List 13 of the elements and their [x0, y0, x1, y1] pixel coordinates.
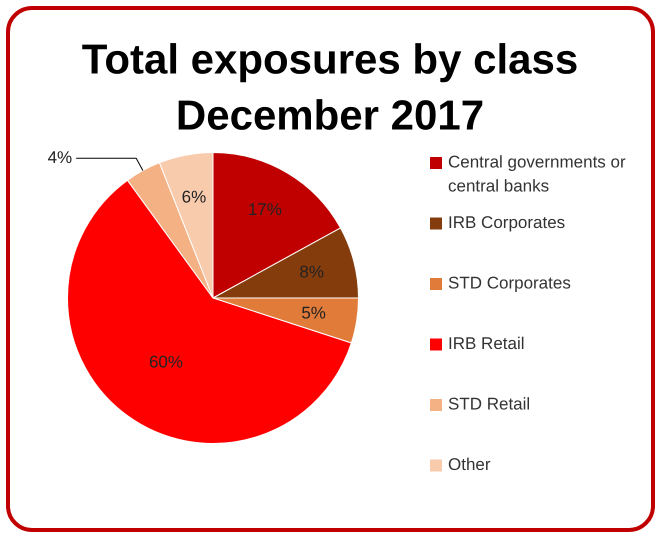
- data-label: 60%: [148, 352, 183, 372]
- legend-label: Central governments or central banks: [448, 152, 626, 196]
- data-label: 5%: [301, 304, 326, 323]
- data-label: 8%: [299, 262, 324, 282]
- legend-label: STD Corporates: [448, 274, 571, 293]
- data-label: 6%: [182, 188, 206, 207]
- chart-title: Total exposures by class December 2017: [82, 36, 578, 139]
- legend-label: Other: [448, 455, 491, 474]
- legend-label: STD Retail: [448, 394, 530, 414]
- legend-label: IRB Corporates: [448, 213, 566, 232]
- data-label: 17%: [248, 200, 282, 220]
- data-label: 4%: [48, 148, 72, 167]
- legend-label: IRB Retail: [448, 334, 525, 354]
